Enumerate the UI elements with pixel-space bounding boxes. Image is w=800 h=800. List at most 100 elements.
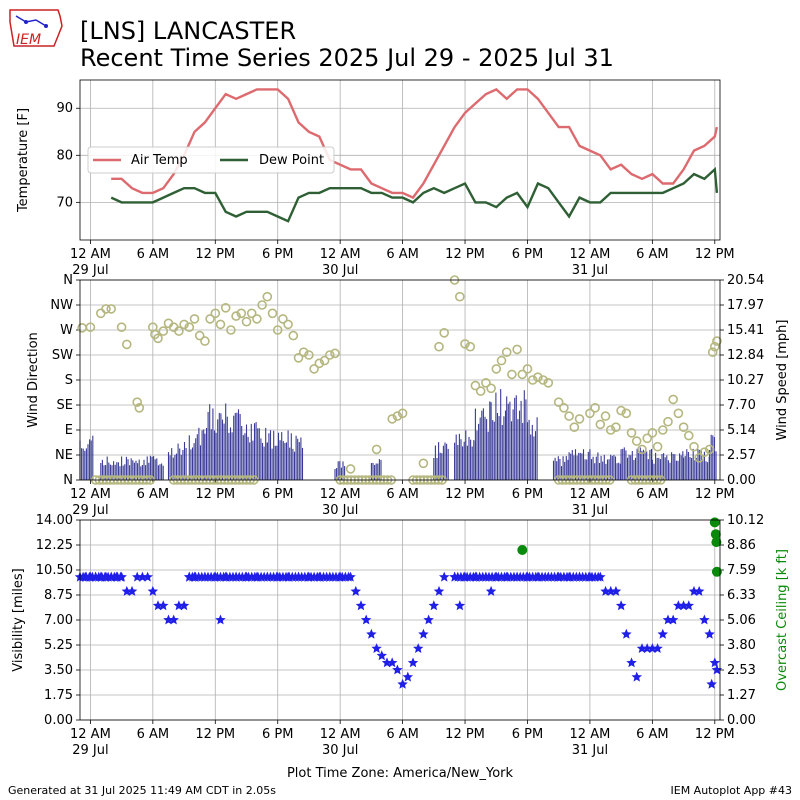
wind-direction-point [553,397,564,408]
x-tick-label: 12 PM [195,247,235,262]
wind-direction-point [241,316,252,327]
wind-direction-point [200,336,210,346]
wind-direction-point [96,308,106,319]
x-tick-label: 12 PM [445,247,485,262]
wind-direction-point [330,348,340,359]
wind-direction-point [231,311,241,321]
wind-direction-point [267,308,278,319]
wind-speed-tick-label: 5.14 [727,423,756,438]
wind-direction-point [418,458,429,469]
wind-direction-point [345,464,356,474]
visibility-point [215,614,226,625]
wind-direction-point [611,422,621,433]
wind-direction-point [533,372,543,383]
wind-direction-tick-label: SE [57,398,73,413]
wind-direction-point [642,433,653,444]
page-subtitle: Recent Time Series 2025 Jul 29 - 2025 Ju… [80,44,614,72]
wind-direction-point [101,304,111,314]
ceiling-point [711,537,722,548]
generated-note: Generated at 31 Jul 2025 11:49 AM CDT in… [8,784,276,797]
x-tick-label: 6 AM [386,727,419,742]
wind-direction-point [272,325,283,335]
wind-direction-point [210,308,221,319]
wind-direction-point [283,319,293,330]
wind-direction-point [699,447,710,458]
wind-direction-point [134,402,145,413]
ceiling-tick-label: 5.06 [727,613,756,628]
x-date-label: 31 Jul [572,263,608,278]
wind-direction-point [694,452,705,463]
x-tick-label: 6 PM [512,487,543,502]
wind-direction-point [595,419,606,430]
y-tick-label: 70 [56,195,73,210]
visibility-point [392,664,403,675]
wind-direction-point [564,411,574,421]
visibility-point [626,657,637,668]
visibility-point [407,657,419,668]
ceiling-tick-label: 2.53 [727,663,756,678]
x-tick-label: 12 AM [320,487,361,502]
wind-direction-point [434,341,444,352]
visibility-point [397,678,408,689]
wind-direction-point [626,427,637,438]
wind-direction-point [605,425,616,435]
x-date-label: 30 Jul [322,503,358,518]
x-date-label: 30 Jul [322,743,358,758]
wind-direction-point [116,322,127,333]
wind-speed-tick-label: 10.27 [727,373,764,388]
visibility-point [694,585,705,596]
wind-direction-point [262,291,273,302]
visibility-point [711,664,723,675]
ceiling-tick-label: 10.12 [727,513,764,528]
iem-logo: IEM [6,6,66,50]
ceiling-point [709,517,720,528]
x-tick-label: 12 PM [445,487,485,502]
app-label: IEM Autoplot App #43 [670,784,793,797]
visibility-point [428,600,440,611]
y-tick-label: 80 [56,148,73,163]
visibility-point [688,585,700,596]
x-tick-label: 6 AM [386,487,419,502]
visibility-point [615,600,627,611]
x-tick-label: 6 AM [636,727,669,742]
wind-direction-point [246,308,257,319]
wind-direction-point [683,430,694,441]
visibility-point [439,571,450,582]
plot-frame [79,279,721,481]
legend-air-temp-label: Air Temp [131,153,188,168]
temperature-legend: Air Temp Dew Point [87,146,335,174]
wind-speed-tick-label: 17.97 [727,298,764,313]
wind-direction-point [324,350,335,360]
visibility-points [74,571,723,689]
visibility-tick-label: 7.00 [44,613,73,628]
ceiling-point [517,545,528,555]
visibility-tick-label: 3.50 [44,663,73,678]
x-date-label: 30 Jul [322,263,358,278]
wind-speed-tick-label: 7.70 [727,398,756,413]
wind-direction-tick-label: SW [52,348,73,363]
wind-direction-point [465,341,476,352]
y-tick-label: 90 [56,101,73,116]
wind-direction-tick-label: NW [50,298,73,313]
x-tick-label: 12 AM [570,487,611,502]
x-tick-label: 12 PM [195,727,235,742]
wind-direction-tick-label: N [63,473,73,488]
ceiling-tick-label: 6.33 [727,588,756,603]
wind-direction-point [288,330,299,341]
page-title: [LNS] LANCASTER [80,17,297,45]
ceiling-point [711,566,722,577]
temperature-axis-title: Temperature [F] [16,108,31,213]
wind-direction-point [314,358,325,369]
wind-speed-axis-title: Wind Speed [mph] [775,320,790,441]
wind-direction-point [600,411,611,421]
x-tick-label: 6 PM [262,247,293,262]
x-tick-label: 6 PM [512,727,543,742]
visibility-tick-label: 8.75 [44,588,73,603]
wind-direction-point [517,369,528,380]
wind-direction-point [304,350,314,360]
wind-direction-point [387,414,398,424]
wind-direction-point [257,300,267,310]
wind-direction-point [527,375,538,385]
visibility-point [423,614,434,625]
wind-direction-point [106,304,116,314]
